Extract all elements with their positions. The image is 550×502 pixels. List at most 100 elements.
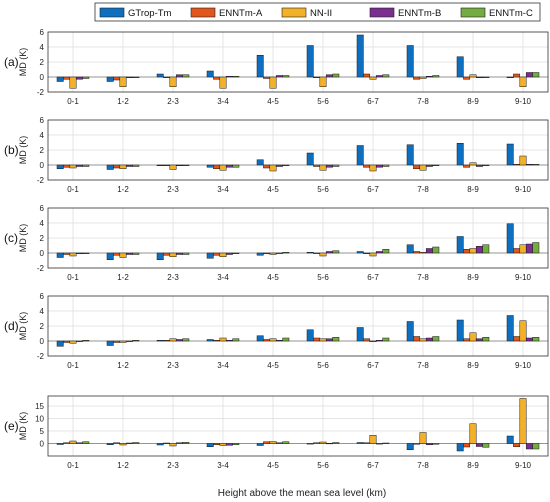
y-tick-label: -2: [37, 88, 45, 97]
bar-enntm-a: [363, 252, 371, 254]
legend-label: ENNTm-A: [219, 8, 263, 19]
bar-enntm-b: [325, 74, 333, 78]
x-tick-label: 3-4: [217, 185, 229, 194]
x-tick-label: 2-3: [167, 273, 179, 282]
x-tick-label: 0-1: [67, 461, 79, 470]
y-tick-label: 0: [40, 440, 45, 449]
x-tick-label: 3-4: [217, 461, 229, 470]
bar-nn-ii: [319, 441, 327, 444]
bar-enntm-b: [75, 442, 83, 444]
bar-gtrop-tm: [206, 339, 214, 342]
panel-b: -2 0 2 4 6 0-1 1-2 2-3 3-4 4-5 5-6 6-7 7-8 8-9 9-10 MD …: [4, 116, 549, 194]
bar-enntm-b: [175, 164, 183, 166]
bar-nn-ii: [319, 164, 327, 171]
bar-enntm-b: [525, 164, 533, 166]
bar-enntm-c: [432, 75, 440, 78]
bar-gtrop-tm: [356, 442, 364, 444]
bar-enntm-b: [275, 442, 283, 444]
bar-enntm-b: [525, 337, 533, 342]
y-tick-label: 4: [40, 219, 45, 228]
bar-nn-ii: [369, 76, 377, 80]
legend-swatch: [460, 7, 486, 18]
bar-gtrop-tm: [406, 443, 414, 450]
bar-enntm-a: [213, 443, 221, 445]
bar-enntm-b: [425, 248, 433, 254]
y-tick-label: 2: [40, 322, 45, 331]
panel-label: (d): [4, 319, 19, 333]
bar-enntm-c: [232, 338, 240, 342]
bar-gtrop-tm: [406, 244, 414, 254]
bar-enntm-c: [382, 164, 390, 167]
panel-d: -2 0 2 4 6 0-1 1-2 2-3 3-4 4-5 5-6 6-7 7-8 8-9 9-10 MD …: [4, 292, 549, 370]
panels: -2 0 2 4 6 0-1 1-2 2-3 3-4 4-5 5-6 6-7 7-8 8-9 9-10 MD …: [4, 28, 549, 470]
x-tick-label: 6-7: [367, 361, 379, 370]
bar-nn-ii: [519, 244, 527, 254]
panel-label: (e): [4, 419, 19, 433]
x-tick-label: 4-5: [267, 97, 279, 106]
bar-nn-ii: [319, 338, 327, 342]
bar-nn-ii: [119, 252, 127, 258]
bar-enntm-a: [263, 76, 271, 79]
x-tick-label: 1-2: [117, 361, 129, 370]
bar-enntm-b: [375, 164, 383, 168]
y-tick-label: 2: [40, 234, 45, 243]
bar-enntm-c: [82, 76, 90, 79]
bar-gtrop-tm: [156, 340, 164, 342]
bar-enntm-b: [225, 164, 233, 168]
bar-gtrop-tm: [306, 329, 314, 342]
bar-gtrop-tm: [256, 55, 264, 78]
bar-gtrop-tm: [106, 164, 114, 170]
bar-enntm-c: [282, 441, 290, 444]
bar-enntm-c: [532, 72, 540, 78]
bar-enntm-a: [413, 336, 421, 342]
bar-gtrop-tm: [506, 223, 514, 254]
bar-enntm-a: [413, 76, 421, 80]
bar-enntm-c: [132, 252, 140, 255]
bar-nn-ii: [469, 423, 477, 444]
bar-enntm-b: [275, 252, 283, 254]
bar-gtrop-tm: [306, 152, 314, 166]
x-tick-label: 5-6: [317, 97, 329, 106]
bar-enntm-b: [175, 74, 183, 78]
bar-enntm-b: [475, 246, 483, 254]
bar-enntm-b: [75, 164, 83, 167]
bar-gtrop-tm: [206, 164, 214, 168]
bar-enntm-a: [463, 164, 471, 168]
legend-label: ENNTm-C: [489, 8, 533, 19]
x-tick-label: 9-10: [515, 273, 532, 282]
bar-enntm-a: [213, 340, 221, 342]
bar-enntm-c: [332, 337, 340, 342]
bar-gtrop-tm: [456, 319, 464, 342]
x-tick-label: 4-5: [267, 185, 279, 194]
bar-gtrop-tm: [406, 144, 414, 166]
bar-gtrop-tm: [106, 443, 114, 445]
plot-frame: [47, 31, 549, 93]
bar-nn-ii: [219, 164, 227, 171]
bar-nn-ii: [169, 164, 177, 170]
bar-enntm-a: [263, 252, 271, 254]
bar-nn-ii: [519, 155, 527, 166]
bar-nn-ii: [319, 76, 327, 87]
bar-gtrop-tm: [456, 443, 464, 452]
bar-nn-ii: [169, 443, 177, 447]
y-tick-label: 6: [40, 116, 45, 125]
x-tick-label: 2-3: [167, 97, 179, 106]
bar-enntm-b: [225, 443, 233, 446]
bar-enntm-b: [375, 75, 383, 78]
y-tick-label: 0: [40, 73, 45, 82]
x-tick-label: 0-1: [67, 185, 79, 194]
bar-gtrop-tm: [106, 76, 114, 82]
bar-enntm-b: [125, 76, 133, 78]
x-tick-label: 4-5: [267, 273, 279, 282]
bar-nn-ii: [169, 338, 177, 342]
bar-enntm-b: [425, 164, 433, 167]
bar-enntm-c: [82, 164, 90, 167]
bar-enntm-a: [463, 338, 471, 342]
bar-enntm-a: [213, 164, 221, 169]
bar-enntm-c: [182, 252, 190, 255]
bar-gtrop-tm: [256, 335, 264, 342]
bar-nn-ii: [269, 338, 277, 342]
bar-nn-ii: [119, 443, 127, 446]
x-tick-label: 1-2: [117, 97, 129, 106]
legend-swatch: [190, 7, 216, 18]
